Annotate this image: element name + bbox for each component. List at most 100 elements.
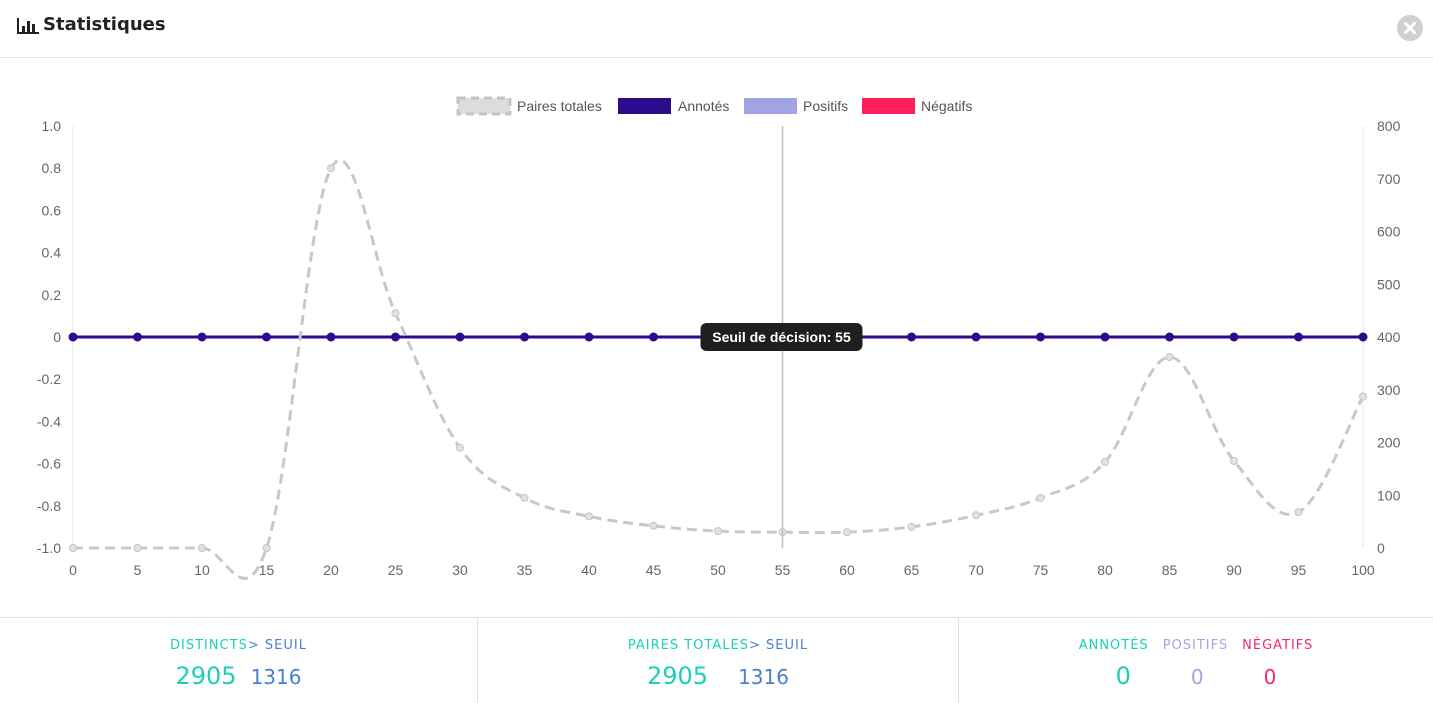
point-paires-totales xyxy=(1165,353,1174,362)
point-paires-totales xyxy=(327,164,335,173)
stat-distincts: Distincts> seuil 2905 1316 xyxy=(0,618,478,703)
point-annotes xyxy=(1229,332,1239,342)
point-paires-totales xyxy=(1359,392,1367,401)
x-tick-label: 20 xyxy=(323,562,339,578)
x-tick-label: 100 xyxy=(1351,562,1375,578)
y-tick-label: 0.4 xyxy=(42,245,62,261)
threshold-tooltip-label: Seuil de décision: 55 xyxy=(712,329,851,345)
point-annotes xyxy=(907,332,916,342)
x-tick-label: 55 xyxy=(775,562,791,578)
statistics-chart: 1.0 0.8 0.6 0.4 0.2 0 -0.2 -0.4 -0.6 -0.8 -1.0 800 7… xyxy=(0,80,1433,590)
point-annotes xyxy=(1165,332,1174,342)
x-tick-label: 85 xyxy=(1162,562,1178,578)
legend-swatch-annot-s xyxy=(618,98,671,114)
x-tick-label: 75 xyxy=(1033,562,1049,578)
stat-label-positifs: Positifs xyxy=(1162,638,1229,653)
y-tick-label: 0.6 xyxy=(42,202,62,218)
x-tick-label: 45 xyxy=(646,562,662,578)
point-paires-totales xyxy=(1230,456,1238,465)
point-paires-totales xyxy=(1294,508,1303,517)
point-paires-totales xyxy=(907,522,916,531)
y-tick-label: -1.0 xyxy=(37,540,61,556)
y2-tick-label: 800 xyxy=(1377,118,1401,134)
y-tick-label: -0.6 xyxy=(37,456,61,472)
point-annotes xyxy=(520,332,529,342)
stat-value-distincts: 2905 xyxy=(175,662,237,690)
legend-label-paires-totales: Paires totales xyxy=(517,98,602,114)
point-annotes xyxy=(1100,332,1110,342)
close-icon xyxy=(1404,22,1416,34)
stat-label-negatifs: Négatifs xyxy=(1242,638,1314,653)
modal-header: Statistiques xyxy=(0,0,1433,58)
point-annotes xyxy=(326,332,336,342)
legend-label-n-gatifs: Négatifs xyxy=(921,98,972,114)
stat-value-distincts-seuil: 1316 xyxy=(250,665,302,689)
close-button[interactable] xyxy=(1397,15,1423,41)
stat-value-annotes: 0 xyxy=(1115,662,1131,690)
x-tick-label: 10 xyxy=(194,562,210,578)
point-paires-totales xyxy=(972,511,980,520)
x-tick-label: 40 xyxy=(581,562,597,578)
y2-tick-label: 0 xyxy=(1377,540,1385,556)
point-annotes xyxy=(262,332,271,342)
point-paires-totales xyxy=(585,512,593,521)
y-tick-label: 0 xyxy=(53,329,61,345)
x-tick-label: 60 xyxy=(839,562,855,578)
point-paires-totales xyxy=(456,443,464,452)
legend-swatch-paires-totales xyxy=(456,96,512,116)
point-paires-totales xyxy=(391,309,400,318)
stat-value-positifs: 0 xyxy=(1190,665,1204,689)
stat-label-paires-totales: Paires totales xyxy=(627,638,749,653)
point-annotes xyxy=(391,332,400,342)
legend-label-positifs: Positifs xyxy=(803,98,848,114)
legend-swatch-n-gatifs xyxy=(862,98,915,114)
y2-tick-label: 500 xyxy=(1377,276,1401,292)
x-tick-label: 0 xyxy=(69,562,77,578)
y2-tick-label: 200 xyxy=(1377,435,1401,451)
x-tick-label: 80 xyxy=(1097,562,1113,578)
point-paires-totales xyxy=(133,544,142,552)
stat-value-paires-totales: 2905 xyxy=(647,662,709,690)
x-tick-label: 15 xyxy=(259,562,275,578)
y2-tick-label: 600 xyxy=(1377,224,1401,240)
bar-chart-icon xyxy=(17,18,39,34)
legend-swatch-positifs xyxy=(744,98,797,114)
point-annotes xyxy=(455,332,465,342)
point-annotes xyxy=(133,332,142,342)
series-line-paires-totales xyxy=(73,158,1365,580)
point-annotes xyxy=(1358,332,1368,342)
stat-paires-totales: Paires totales> seuil 2905 1316 xyxy=(478,618,959,703)
point-paires-totales xyxy=(1101,458,1109,467)
point-paires-totales xyxy=(1036,493,1045,502)
x-tick-label: 30 xyxy=(452,562,468,578)
x-tick-label: 70 xyxy=(968,562,984,578)
x-tick-label: 95 xyxy=(1291,562,1307,578)
stats-panel: Distincts> seuil 2905 1316 Paires totales… xyxy=(0,617,1433,703)
point-annotes xyxy=(584,332,594,342)
stat-value-paires-seuil: 1316 xyxy=(738,665,789,689)
y2-tick-label: 300 xyxy=(1377,382,1401,398)
stat-label-seuil: > seuil xyxy=(247,638,307,653)
point-paires-totales xyxy=(262,544,271,552)
y-tick-label: -0.8 xyxy=(37,498,61,514)
y-tick-label: 1.0 xyxy=(42,118,62,134)
y2-tick-label: 100 xyxy=(1377,487,1401,503)
point-annotes xyxy=(971,332,981,342)
point-paires-totales xyxy=(69,544,77,552)
stat-label-annotes: Annotés xyxy=(1078,638,1149,653)
point-paires-totales xyxy=(714,527,722,536)
threshold-tooltip xyxy=(700,323,863,351)
point-annotes xyxy=(197,332,207,342)
x-tick-label: 65 xyxy=(904,562,920,578)
chart-svg: 1.00.80.60.40.20-0.2-0.4-0.6-0.8-1.08007… xyxy=(37,96,1401,580)
modal-title: Statistiques xyxy=(43,14,166,35)
legend-label-annot-s: Annotés xyxy=(678,98,729,114)
x-tick-label: 25 xyxy=(388,562,404,578)
stat-value-negatifs: 0 xyxy=(1263,665,1277,689)
y2-tick-label: 700 xyxy=(1377,171,1401,187)
point-annotes xyxy=(1036,332,1045,342)
x-tick-label: 90 xyxy=(1226,562,1242,578)
stat-label-distincts: Distincts xyxy=(170,638,248,653)
y-tick-label: 0.2 xyxy=(42,287,62,303)
y-tick-label: -0.2 xyxy=(37,371,61,387)
